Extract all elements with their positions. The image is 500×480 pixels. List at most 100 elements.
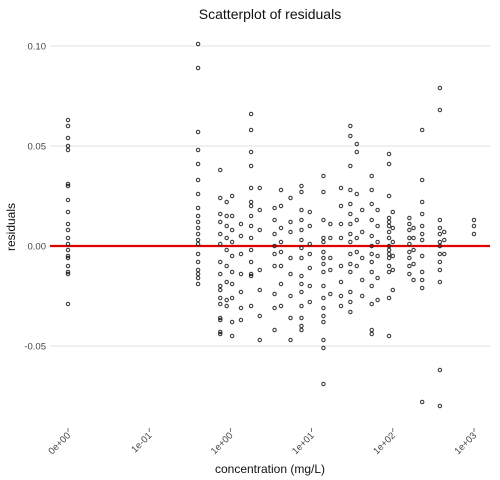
data-point (257, 207, 263, 213)
data-point (307, 265, 313, 271)
data-point (278, 249, 284, 255)
data-point (224, 199, 229, 205)
data-point (348, 211, 353, 217)
data-point (229, 239, 235, 245)
x-axis-ticks: 0e+00 1e-01 1e+00 1e+01 1e+02 1e+03 (46, 428, 479, 457)
data-point (218, 271, 223, 277)
data-point (218, 317, 223, 323)
data-point (299, 237, 304, 243)
data-points (65, 41, 477, 409)
data-point (348, 133, 353, 139)
data-point (195, 213, 201, 219)
data-point (195, 65, 201, 71)
data-point (359, 229, 365, 235)
x-tick-label: 1e+01 (290, 430, 317, 457)
data-point (299, 189, 304, 195)
data-point (65, 143, 71, 149)
data-point (288, 195, 293, 201)
data-point (299, 289, 304, 295)
data-point (321, 337, 326, 343)
data-point (278, 263, 284, 269)
data-point (299, 217, 304, 223)
data-point (238, 251, 244, 257)
data-point (278, 225, 284, 231)
data-point (359, 207, 365, 213)
data-point (386, 251, 392, 257)
data-point (386, 263, 392, 269)
data-point (195, 191, 201, 197)
data-point (328, 221, 333, 227)
data-point (288, 315, 293, 321)
data-point (307, 299, 313, 305)
data-point (348, 251, 353, 257)
data-point (321, 235, 326, 241)
data-point (278, 203, 284, 209)
data-point (65, 147, 71, 153)
data-point (299, 227, 304, 233)
data-point (224, 223, 229, 229)
data-point (195, 161, 201, 167)
data-point (375, 207, 380, 213)
data-point (369, 283, 374, 289)
data-point (229, 295, 235, 301)
data-point (386, 229, 392, 235)
data-point (321, 319, 326, 325)
data-point (288, 337, 293, 343)
data-point (386, 243, 392, 249)
data-point (386, 333, 392, 339)
data-point (229, 319, 235, 325)
data-point (338, 279, 344, 285)
data-point (471, 231, 477, 237)
data-point (375, 239, 380, 245)
data-point (369, 327, 374, 333)
x-axis-label: concentration (mg/L) (215, 462, 325, 476)
data-point (419, 285, 425, 291)
data-point (386, 193, 392, 199)
data-point (419, 277, 425, 283)
data-point (218, 287, 223, 293)
data-point (238, 271, 244, 277)
data-point (407, 255, 412, 261)
data-point (348, 187, 353, 193)
data-point (390, 225, 396, 231)
data-point (65, 247, 71, 253)
data-point (229, 269, 235, 275)
data-point (238, 305, 244, 311)
data-point (471, 217, 477, 223)
y-tick-label: 0.05 (28, 142, 47, 153)
data-point (375, 297, 380, 303)
data-point (299, 327, 304, 333)
data-point (471, 223, 477, 229)
x-tick-label: 0e+00 (46, 430, 73, 457)
data-point (338, 185, 344, 191)
data-point (272, 251, 277, 257)
data-point (307, 251, 313, 257)
data-point (299, 273, 304, 279)
data-point (407, 221, 412, 227)
data-point (321, 381, 326, 387)
data-point (288, 255, 293, 261)
data-point (369, 217, 374, 223)
data-point (218, 329, 223, 335)
data-point (437, 251, 443, 257)
data-point (348, 123, 353, 129)
data-point (328, 255, 333, 261)
data-point (390, 209, 396, 215)
data-point (272, 327, 277, 333)
data-point (437, 231, 443, 237)
data-point (437, 239, 443, 245)
data-point (338, 263, 344, 269)
data-point (369, 243, 374, 249)
data-point (218, 195, 223, 201)
data-point (238, 289, 244, 295)
data-point (238, 221, 244, 227)
data-point (307, 223, 313, 229)
data-point (348, 239, 353, 245)
data-point (437, 243, 443, 249)
data-point (307, 209, 313, 215)
data-point (288, 219, 293, 225)
data-point (419, 253, 425, 259)
x-tick-label: 1e-01 (129, 430, 154, 455)
data-point (257, 313, 263, 319)
data-point (338, 235, 344, 241)
